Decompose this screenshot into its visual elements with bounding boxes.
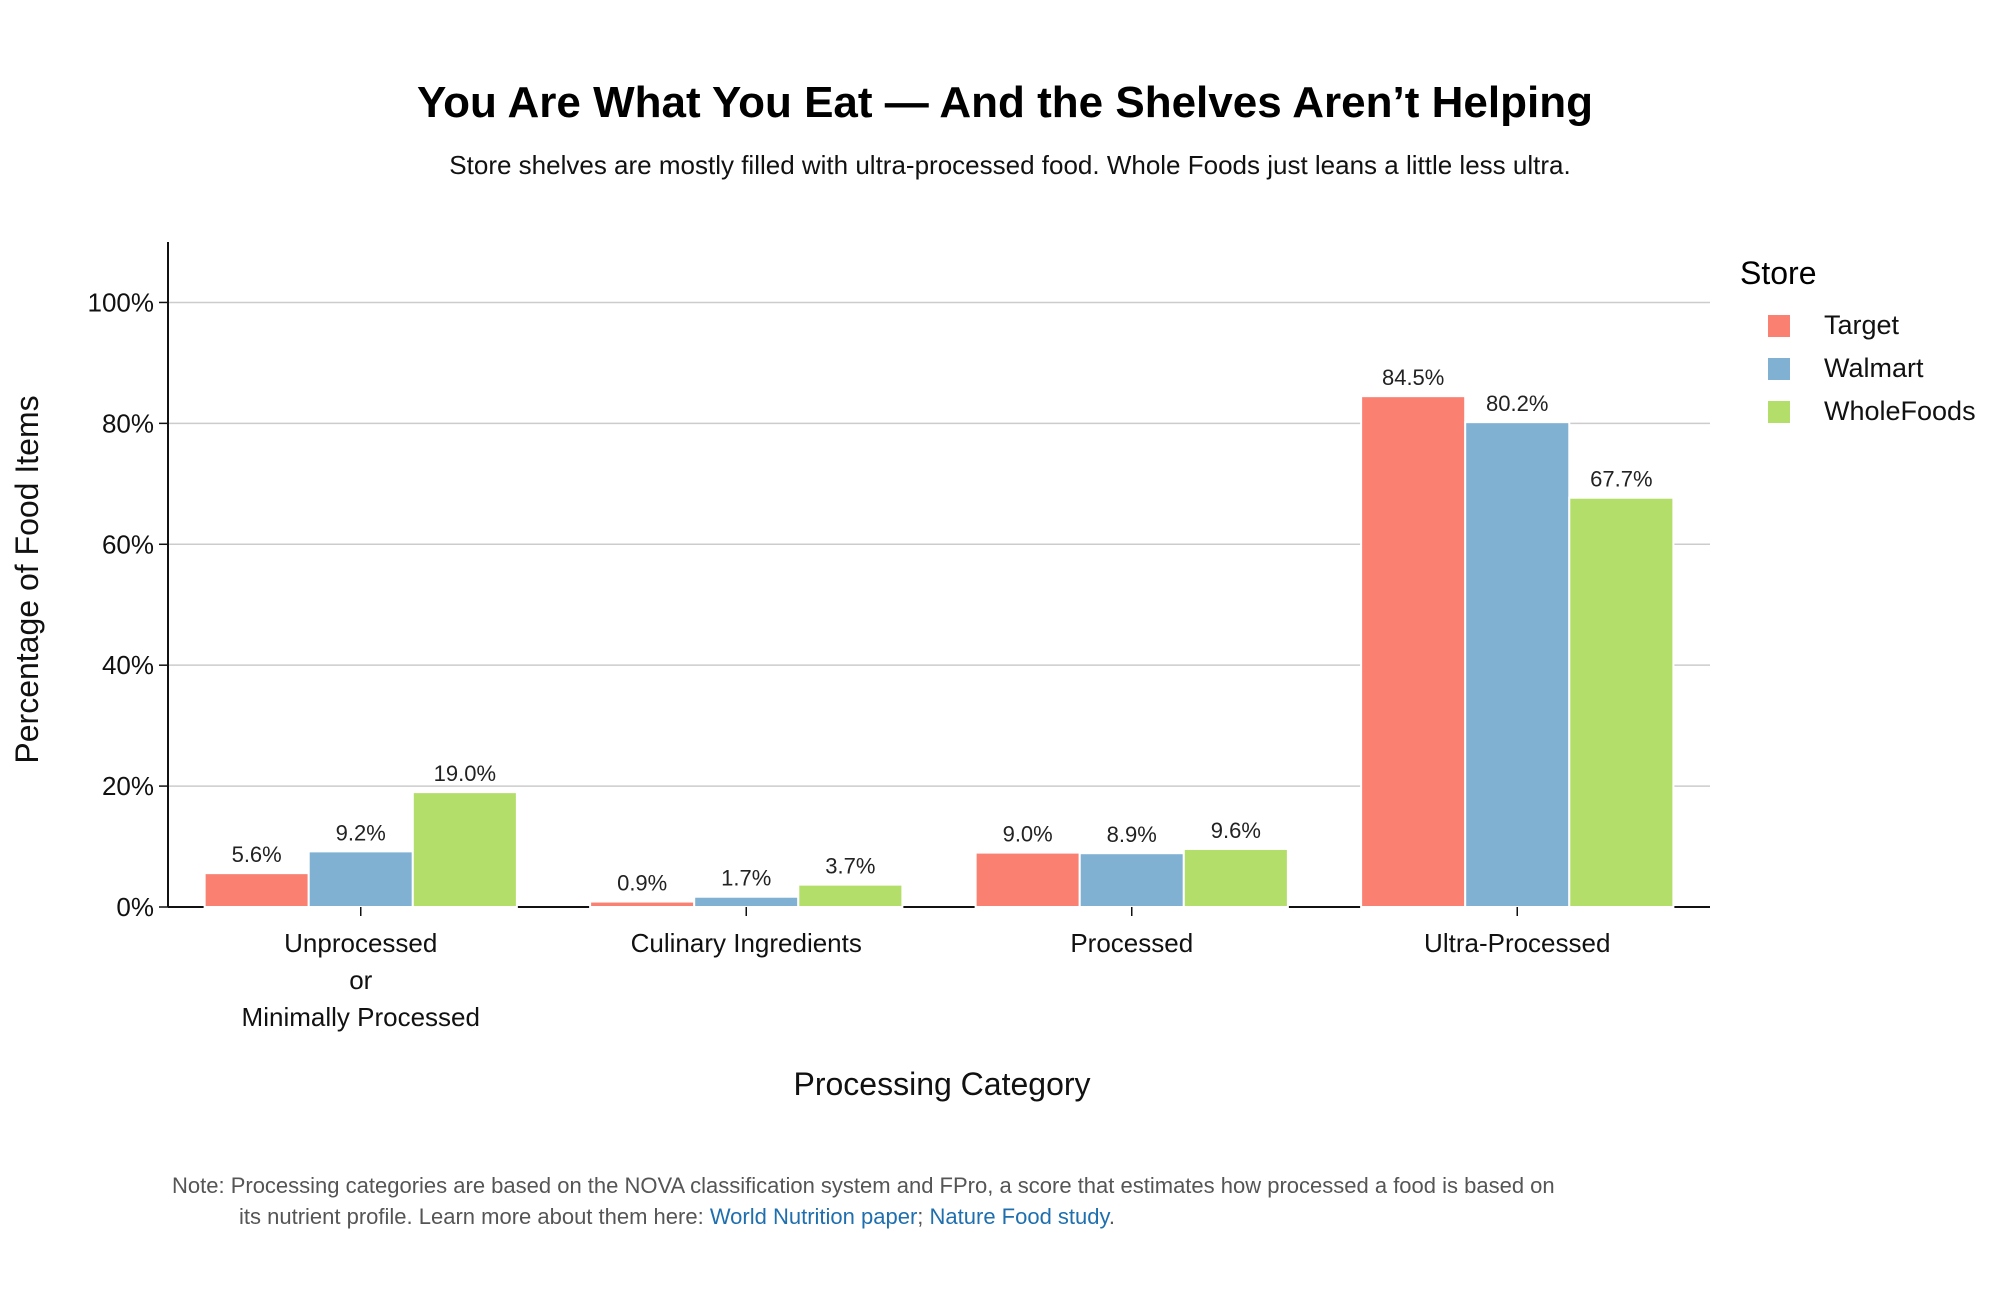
bar-target: [589, 900, 696, 908]
x-axis-title: Processing Category: [793, 1066, 1090, 1102]
legend-item-walmart: Walmart: [1740, 347, 1976, 390]
legend-label-target: Target: [1824, 310, 1900, 340]
note-line2-text: its nutrient profile. Learn more about t…: [239, 1204, 710, 1229]
bar-target: [974, 851, 1081, 908]
chart-note: Note: Processing categories are based on…: [172, 1170, 1732, 1232]
chart-subtitle: Store shelves are mostly filled with ult…: [449, 150, 1571, 180]
y-tick-label: 0%: [116, 892, 154, 922]
y-tick-label: 80%: [102, 408, 154, 438]
data-label-target: 9.0%: [1003, 822, 1053, 847]
y-tick-label: 20%: [102, 771, 154, 801]
x-tick-label: Ultra-Processed: [1424, 928, 1610, 958]
x-tick-label: Unprocessed: [284, 928, 437, 958]
data-label-wholefoods: 67.7%: [1590, 467, 1652, 492]
bar-wholefoods: [1568, 496, 1675, 908]
note-line1: Note: Processing categories are based on…: [172, 1173, 1555, 1198]
data-label-walmart: 9.2%: [336, 820, 386, 845]
bar-walmart: [1078, 852, 1185, 908]
data-label-wholefoods: 9.6%: [1211, 818, 1261, 843]
x-tick-label: Minimally Processed: [242, 1002, 480, 1032]
data-label-target: 0.9%: [617, 871, 667, 896]
legend-item-target: Target: [1740, 304, 1976, 347]
y-tick-label: 100%: [88, 287, 155, 317]
x-tick-label: Culinary Ingredients: [631, 928, 862, 958]
y-tick-label: 40%: [102, 650, 154, 680]
data-label-wholefoods: 19.0%: [434, 761, 496, 786]
bar-wholefoods: [1182, 847, 1289, 908]
chart-title: You Are What You Eat — And the Shelves A…: [417, 78, 1593, 127]
bar-wholefoods: [797, 883, 904, 909]
bar-target: [1360, 395, 1467, 908]
legend-title: Store: [1740, 255, 1817, 291]
bar-walmart: [693, 895, 800, 908]
note-suffix: .: [1108, 1204, 1115, 1229]
bar-walmart: [307, 850, 414, 909]
x-tick-label: or: [349, 965, 372, 995]
bar-wholefoods: [411, 791, 518, 908]
world-nutrition-paper-link[interactable]: World Nutrition paper: [709, 1204, 918, 1229]
data-label-wholefoods: 3.7%: [825, 854, 875, 879]
x-tick-label: Processed: [1070, 928, 1193, 958]
note-separator: ;: [917, 1204, 930, 1229]
y-axis-title: Percentage of Food Items: [9, 395, 45, 763]
legend-label-walmart: Walmart: [1824, 353, 1924, 383]
bar-walmart: [1464, 421, 1571, 908]
y-tick-label: 60%: [102, 529, 154, 559]
legend-label-wholefoods: WholeFoods: [1824, 396, 1976, 426]
bar-target: [203, 872, 310, 908]
legend-swatch-target: [1768, 314, 1790, 337]
data-label-target: 5.6%: [232, 842, 282, 867]
data-label-target: 84.5%: [1382, 365, 1444, 390]
note-line2: its nutrient profile. Learn more about t…: [172, 1201, 1732, 1232]
legend: Store Target Walmart WholeFoods: [1740, 255, 1976, 433]
data-label-walmart: 1.7%: [721, 866, 771, 891]
data-label-walmart: 8.9%: [1107, 822, 1157, 847]
legend-swatch-walmart: [1768, 357, 1790, 380]
legend-swatch-wholefoods: [1768, 400, 1790, 423]
data-label-walmart: 80.2%: [1486, 391, 1548, 416]
legend-item-wholefoods: WholeFoods: [1740, 390, 1976, 433]
nature-food-study-link[interactable]: Nature Food study: [929, 1204, 1109, 1229]
